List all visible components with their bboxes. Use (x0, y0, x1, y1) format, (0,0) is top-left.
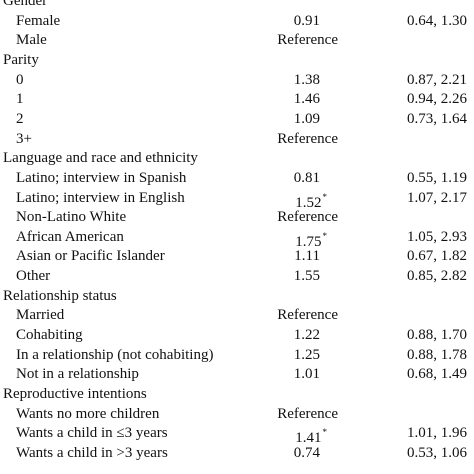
estimate-value: 1.01 (294, 366, 320, 382)
row-label: Wants a child in >3 years (16, 444, 168, 464)
row-label: 0 (16, 71, 24, 91)
significance-marker: * (323, 192, 328, 202)
confidence-interval-cell: 1.01, 1.96 (407, 424, 467, 444)
estimate-cell: Reference (277, 31, 338, 51)
table-row: 3+ Reference (0, 130, 474, 150)
row-label: Latino; interview in Spanish (16, 169, 186, 189)
row-label: 2 (16, 110, 24, 130)
confidence-interval-cell: 0.67, 1.82 (407, 247, 467, 267)
table-row: Married Reference (0, 306, 474, 326)
estimate-value: 1.55 (294, 268, 320, 284)
table-row: Not in a relationship 1.01 0.68, 1.49 (0, 365, 474, 385)
estimate-value: 0.81 (294, 170, 320, 186)
row-label: Wants no more children (16, 405, 159, 425)
row-label: Latino; interview in English (16, 189, 185, 209)
table-row: 1 1.46 0.94, 2.26 (0, 90, 474, 110)
estimate-value: 1.46 (294, 91, 320, 107)
confidence-interval-cell: 0.68, 1.49 (407, 365, 467, 385)
table-row: Wants a child in >3 years 0.74 0.53, 1.06 (0, 444, 474, 464)
row-label: In a relationship (not cohabiting) (16, 346, 213, 366)
table-row: Wants a child in ≤3 years 1.41* 1.01, 1.96 (0, 424, 474, 444)
estimate-cell: 1.25 (294, 346, 320, 366)
estimate-cell: 1.01 (294, 365, 320, 385)
estimate-cell: 1.46 (294, 90, 320, 110)
estimate-value: 1.25 (294, 347, 320, 363)
section-heading: Gender (3, 0, 47, 12)
confidence-interval-cell: 1.07, 2.17 (407, 189, 467, 209)
estimate-cell: 1.38 (294, 71, 320, 91)
section-heading: Language and race and ethnicity (3, 149, 198, 169)
estimate-cell: Reference (277, 306, 338, 326)
estimate-value: 0.74 (294, 445, 320, 461)
estimate-value: Reference (277, 131, 338, 147)
section-heading: Reproductive intentions (3, 385, 147, 405)
table-row: Asian or Pacific Islander 1.11 0.67, 1.82 (0, 247, 474, 267)
row-label: Female (16, 12, 60, 32)
row-label: Wants a child in ≤3 years (16, 424, 168, 444)
estimate-value: 1.09 (294, 111, 320, 127)
estimate-value: 1.22 (294, 327, 320, 343)
table-row: Cohabiting 1.22 0.88, 1.70 (0, 326, 474, 346)
confidence-interval-cell: 0.88, 1.78 (407, 346, 467, 366)
table-row: In a relationship (not cohabiting) 1.25 0.… (0, 346, 474, 366)
table-row: 0 1.38 0.87, 2.21 (0, 71, 474, 91)
estimate-cell: 1.09 (294, 110, 320, 130)
confidence-interval-cell: 0.53, 1.06 (407, 444, 467, 464)
estimate-cell: 1.11 (294, 247, 320, 267)
row-label: Non-Latino White (16, 208, 126, 228)
significance-marker: * (323, 231, 328, 241)
confidence-interval-cell: 0.64, 1.30 (407, 12, 467, 32)
estimate-value: Reference (277, 209, 338, 225)
row-label: Other (16, 267, 50, 287)
estimate-cell: 1.22 (294, 326, 320, 346)
confidence-interval-cell: 0.94, 2.26 (407, 90, 467, 110)
estimate-value: Reference (277, 32, 338, 48)
table-row: Latino; interview in English 1.52* 1.07, 2… (0, 189, 474, 209)
row-label: Married (16, 306, 64, 326)
section-heading-row: Gender (0, 0, 474, 12)
estimate-cell: 0.81 (294, 169, 320, 189)
estimate-cell: 0.74 (294, 444, 320, 464)
section-heading-row: Parity (0, 51, 474, 71)
estimate-cell: 0.91 (294, 12, 320, 32)
section-heading: Relationship status (3, 287, 117, 307)
estimate-cell: Reference (277, 405, 338, 425)
confidence-interval-cell: 1.05, 2.93 (407, 228, 467, 248)
confidence-interval-cell: 0.87, 2.21 (407, 71, 467, 91)
confidence-interval-cell: 0.85, 2.82 (407, 267, 467, 287)
estimate-cell: 1.55 (294, 267, 320, 287)
table-row: Other 1.55 0.85, 2.82 (0, 267, 474, 287)
row-label: 3+ (16, 130, 32, 150)
section-heading: Parity (3, 51, 39, 71)
table-row: Wants no more children Reference (0, 405, 474, 425)
confidence-interval-cell: 0.55, 1.19 (407, 169, 467, 189)
section-heading-row: Relationship status (0, 287, 474, 307)
table-row: Male Reference (0, 31, 474, 51)
estimate-value: 1.38 (294, 72, 320, 88)
confidence-interval-cell: 0.88, 1.70 (407, 326, 467, 346)
row-label: Not in a relationship (16, 365, 139, 385)
significance-marker: * (323, 427, 328, 437)
estimate-value: 0.91 (294, 13, 320, 29)
table-row: Non-Latino White Reference (0, 208, 474, 228)
estimate-cell: Reference (277, 208, 338, 228)
row-label: African American (16, 228, 124, 248)
section-heading-row: Language and race and ethnicity (0, 149, 474, 169)
table-row: 2 1.09 0.73, 1.64 (0, 110, 474, 130)
table-row: African American 1.75* 1.05, 2.93 (0, 228, 474, 248)
estimate-value: Reference (277, 307, 338, 323)
estimate-value: 1.11 (294, 248, 320, 264)
row-label: Male (16, 31, 47, 51)
estimate-value: Reference (277, 406, 338, 422)
table-row: Female 0.91 0.64, 1.30 (0, 12, 474, 32)
estimate-cell: Reference (277, 130, 338, 150)
row-label: Asian or Pacific Islander (16, 247, 165, 267)
confidence-interval-cell: 0.73, 1.64 (407, 110, 467, 130)
row-label: Cohabiting (16, 326, 83, 346)
row-label: 1 (16, 90, 24, 110)
section-heading-row: Reproductive intentions (0, 385, 474, 405)
table-row: Latino; interview in Spanish 0.81 0.55, 1.… (0, 169, 474, 189)
